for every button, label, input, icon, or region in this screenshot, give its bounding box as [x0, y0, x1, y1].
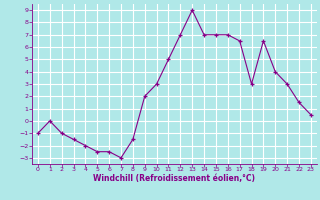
- X-axis label: Windchill (Refroidissement éolien,°C): Windchill (Refroidissement éolien,°C): [93, 174, 255, 183]
